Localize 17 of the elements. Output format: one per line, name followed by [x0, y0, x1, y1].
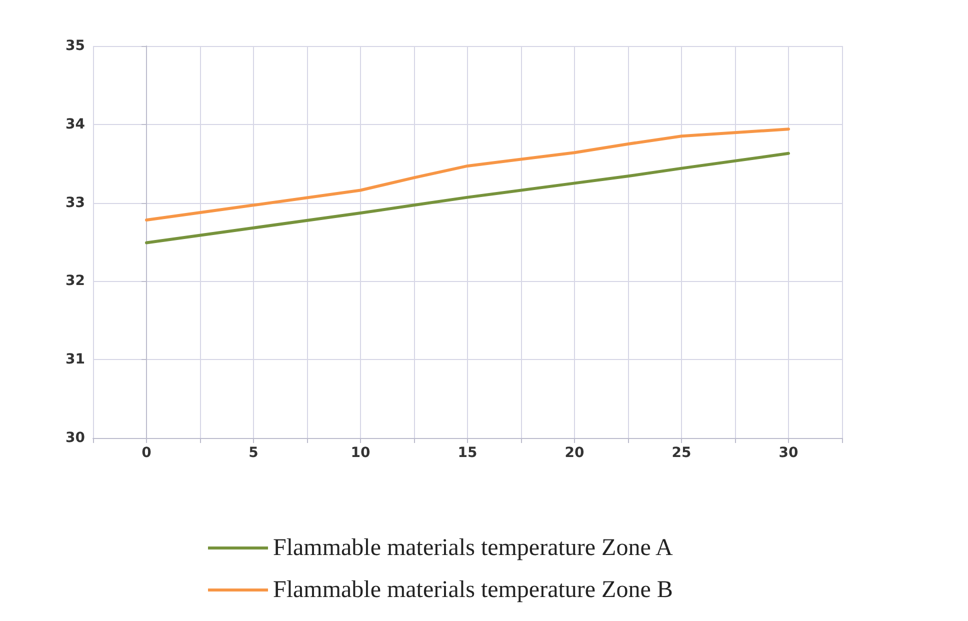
legend-label: Flammable materials temperature Zone B — [273, 577, 673, 603]
y-tick-label: 35 — [66, 38, 85, 54]
y-tick-label: 34 — [66, 116, 86, 132]
x-tick-label: 10 — [350, 445, 370, 461]
legend-label: Flammable materials temperature Zone A — [273, 535, 674, 561]
x-tick-label: 20 — [564, 445, 584, 461]
x-tick-label: 0 — [142, 445, 152, 461]
y-tick-label: 31 — [66, 352, 85, 368]
line-series — [145, 152, 790, 244]
y-tick-label: 33 — [66, 194, 85, 211]
x-tick-label: 5 — [248, 445, 258, 461]
x-tick-label: 15 — [458, 445, 478, 461]
y-tick-label: 32 — [66, 273, 85, 290]
x-tick-label: 30 — [778, 445, 798, 461]
x-tick-label: 25 — [672, 445, 692, 461]
line-series — [145, 128, 790, 222]
y-tick-label: 30 — [66, 430, 86, 446]
